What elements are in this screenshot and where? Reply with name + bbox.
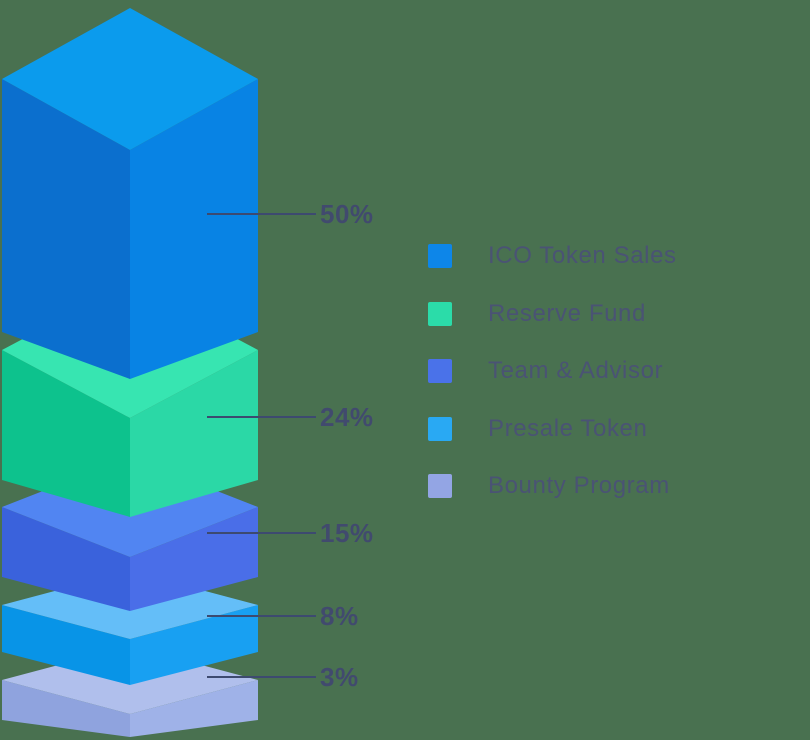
legend-item-ico-token-sales: ICO Token Sales <box>428 244 677 268</box>
legend-label-team-advisor: Team & Advisor <box>488 357 664 384</box>
percent-label-ico-token-sales: 50% <box>320 199 374 229</box>
legend-swatch-reserve-fund <box>428 301 452 326</box>
legend-swatch-bounty-program <box>428 474 452 498</box>
percent-label-team-advisor: 15% <box>320 518 374 548</box>
legend-label-ico-token-sales: ICO Token Sales <box>488 242 677 269</box>
legend-item-team-advisor: Team & Advisor <box>428 359 677 383</box>
legend-item-presale-token: Presale Token <box>428 414 677 442</box>
percent-label-reserve-fund: 24% <box>320 402 374 432</box>
callout-line-team-advisor <box>207 532 316 534</box>
legend-item-reserve-fund: Reserve Fund <box>428 299 677 327</box>
legend-item-bounty-program: Bounty Program <box>428 474 677 498</box>
callout-line-bounty-program <box>207 676 316 678</box>
legend-swatch-ico-token-sales <box>428 244 452 268</box>
callout-line-presale-token <box>207 615 316 617</box>
callout-line-ico-token-sales <box>207 213 316 215</box>
legend-label-reserve-fund: Reserve Fund <box>488 299 646 327</box>
callout-line-reserve-fund <box>207 416 316 418</box>
legend-label-presale-token: Presale Token <box>488 414 648 442</box>
legend: ICO Token Sales Reserve Fund Team & Advi… <box>428 244 677 498</box>
legend-swatch-presale-token <box>428 416 452 441</box>
legend-swatch-team-advisor <box>428 359 452 383</box>
legend-label-bounty-program: Bounty Program <box>488 472 670 499</box>
percent-label-presale-token: 8% <box>320 601 359 631</box>
stack-layer-ico-token-sales <box>2 8 258 379</box>
percent-label-bounty-program: 3% <box>320 662 359 692</box>
